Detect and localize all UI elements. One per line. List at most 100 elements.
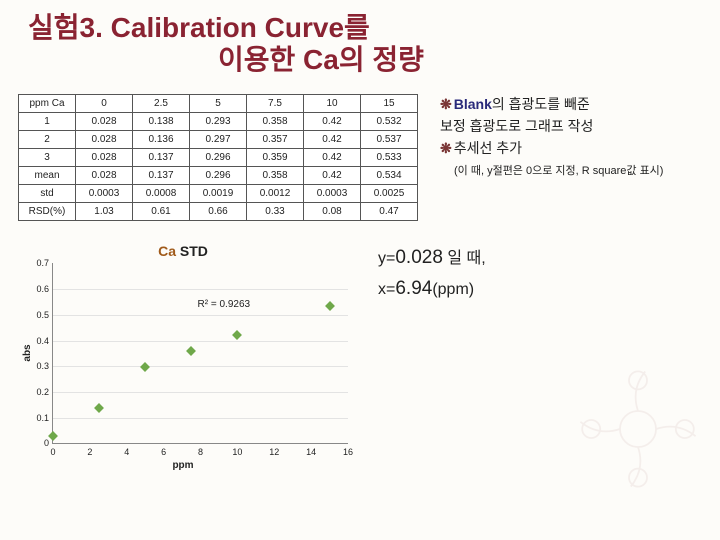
table-cell: std: [19, 185, 76, 203]
equation-block: y=0.028 일 때, x=6.94(ppm): [378, 243, 486, 471]
table-cell: 0.42: [304, 167, 361, 185]
table-cell: 0.357: [247, 131, 304, 149]
table-row: std0.00030.00080.00190.00120.00030.0025: [19, 185, 418, 203]
table-cell: 0.138: [133, 113, 190, 131]
note-1-rest: 의 흡광도를 빼준: [492, 96, 590, 112]
y-tick-label: 0: [25, 438, 49, 448]
gridline: [53, 315, 348, 316]
chart-container: Ca STD abs R² = 0.9263 00.10.20.30.40.50…: [18, 243, 348, 471]
table-header-cell: 15: [361, 95, 418, 113]
table-cell: 0.0003: [304, 185, 361, 203]
table-cell: 0.0012: [247, 185, 304, 203]
gridline: [53, 289, 348, 290]
x-tick-label: 12: [269, 447, 279, 457]
chart-title-rest: STD: [176, 243, 208, 259]
chart-plot-area: abs R² = 0.9263 00.10.20.30.40.50.60.702…: [52, 263, 348, 444]
bullet-icon: ❋: [440, 96, 452, 112]
title-line-1: 실험3. Calibration Curve를: [28, 12, 370, 43]
table-cell: 0.137: [133, 167, 190, 185]
chart-title: Ca STD: [18, 243, 348, 259]
table-row: RSD(%)1.030.610.660.330.080.47: [19, 203, 418, 221]
r-squared-label: R² = 0.9263: [198, 299, 251, 310]
table-cell: 0.359: [247, 149, 304, 167]
note-3: ❋추세선 추가: [440, 138, 702, 160]
table-cell: 0.66: [190, 203, 247, 221]
table-cell: 0.532: [361, 113, 418, 131]
data-point: [140, 362, 150, 372]
table-cell: 0.42: [304, 131, 361, 149]
title-line-2: 이용한 Ca의 정량: [28, 44, 702, 76]
table-cell: 0.47: [361, 203, 418, 221]
eq-unit: (ppm): [432, 281, 474, 298]
table-cell: 0.028: [76, 167, 133, 185]
x-tick-label: 2: [87, 447, 92, 457]
table-header-cell: 5: [190, 95, 247, 113]
y-tick-label: 0.7: [25, 258, 49, 268]
table-cell: 0.537: [361, 131, 418, 149]
table-cell: 0.0019: [190, 185, 247, 203]
table-cell: 0.296: [190, 149, 247, 167]
x-tick-label: 16: [343, 447, 353, 457]
x-axis-title: ppm: [18, 460, 348, 471]
data-point: [94, 403, 104, 413]
table-cell: 0.533: [361, 149, 418, 167]
table-cell: 0.0025: [361, 185, 418, 203]
data-point: [232, 330, 242, 340]
note-3-text: 추세선 추가: [454, 140, 522, 156]
table-cell: 0.297: [190, 131, 247, 149]
x-tick-label: 0: [50, 447, 55, 457]
y-tick-label: 0.1: [25, 413, 49, 423]
table-cell: 0.534: [361, 167, 418, 185]
page-title: 실험3. Calibration Curve를 이용한 Ca의 정량: [28, 12, 702, 76]
gridline: [53, 366, 348, 367]
gridline: [53, 418, 348, 419]
notes-block: ❋Blank의 흡광도를 빼준 보정 흡광도로 그래프 작성 ❋추세선 추가 (…: [440, 94, 702, 221]
x-tick-label: 8: [198, 447, 203, 457]
table-cell: 0.61: [133, 203, 190, 221]
table-cell: 0.028: [76, 149, 133, 167]
y-tick-label: 0.5: [25, 310, 49, 320]
table-cell: 0.136: [133, 131, 190, 149]
gridline: [53, 341, 348, 342]
table-cell: 0.33: [247, 203, 304, 221]
table-row: 30.0280.1370.2960.3590.420.533: [19, 149, 418, 167]
table-row: mean0.0280.1370.2960.3580.420.534: [19, 167, 418, 185]
table-cell: 0.296: [190, 167, 247, 185]
table-cell: 1: [19, 113, 76, 131]
data-point: [186, 346, 196, 356]
x-tick-label: 4: [124, 447, 129, 457]
table-header-cell: 0: [76, 95, 133, 113]
table-row: 10.0280.1380.2930.3580.420.532: [19, 113, 418, 131]
table-header-cell: ppm Ca: [19, 95, 76, 113]
note-sub: (이 때, y절편은 0으로 지정, R square값 표시): [454, 163, 702, 180]
calibration-table: ppm Ca02.557.51015 10.0280.1380.2930.358…: [18, 94, 418, 221]
x-tick-label: 10: [232, 447, 242, 457]
table-cell: 2: [19, 131, 76, 149]
x-tick-label: 14: [306, 447, 316, 457]
equation-line-1: y=0.028 일 때,: [378, 243, 486, 273]
table-cell: 0.028: [76, 113, 133, 131]
table-cell: 0.42: [304, 149, 361, 167]
bullet-icon: ❋: [440, 140, 452, 156]
data-point: [325, 301, 335, 311]
eq-yval: 0.028: [395, 247, 443, 268]
table-cell: 0.08: [304, 203, 361, 221]
table-cell: 0.293: [190, 113, 247, 131]
note-1-highlight: Blank: [454, 96, 492, 112]
note-2: 보정 흡광도로 그래프 작성: [440, 116, 702, 138]
eq-when: 일 때,: [443, 250, 486, 267]
x-tick-label: 6: [161, 447, 166, 457]
table-row: 20.0280.1360.2970.3570.420.537: [19, 131, 418, 149]
eq-y: y=: [378, 250, 395, 267]
data-point: [48, 431, 58, 441]
table-cell: 0.0008: [133, 185, 190, 203]
table-cell: 1.03: [76, 203, 133, 221]
note-1: ❋Blank의 흡광도를 빼준: [440, 94, 702, 116]
y-tick-label: 0.3: [25, 361, 49, 371]
y-tick-label: 0.4: [25, 336, 49, 346]
gridline: [53, 392, 348, 393]
table-cell: RSD(%): [19, 203, 76, 221]
table-cell: 0.0003: [76, 185, 133, 203]
table-header-cell: 7.5: [247, 95, 304, 113]
table-cell: 0.42: [304, 113, 361, 131]
